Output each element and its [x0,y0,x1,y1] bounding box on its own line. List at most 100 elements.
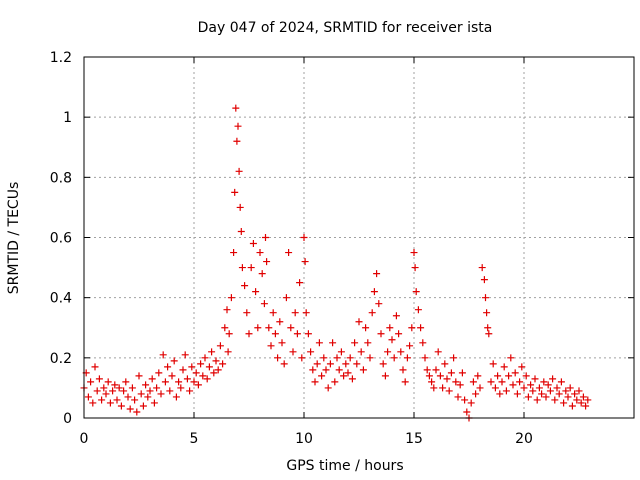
data-point [142,381,150,389]
data-point [386,324,394,332]
data-point [179,366,187,374]
data-point [461,396,469,404]
data-point [210,369,218,377]
data-point [192,369,200,377]
data-point [234,122,242,130]
data-point [414,306,422,314]
data-point [518,363,526,371]
data-point [527,381,535,389]
y-tick-label: 0.2 [50,351,72,367]
data-point [498,378,506,386]
data-point [375,300,383,308]
data-point [181,351,189,359]
data-point [472,390,480,398]
data-point [95,375,103,383]
data-point [252,288,260,296]
chart-title: Day 047 of 2024, SRMTID for receiver ist… [198,20,493,36]
data-point [168,372,176,380]
data-point [100,384,108,392]
data-point [557,378,565,386]
data-point [522,372,530,380]
data-point [155,369,163,377]
y-tick-label: 1.2 [50,50,72,66]
data-point [224,348,232,356]
data-point [346,354,354,362]
x-tick-label: 5 [190,431,199,447]
data-point [373,270,381,278]
data-point [370,288,378,296]
data-point [233,137,241,145]
data-point [232,104,240,112]
data-point [245,330,253,338]
data-point [282,294,290,302]
data-point [287,324,295,332]
data-point [485,330,493,338]
data-point [91,363,99,371]
data-point [425,372,433,380]
data-point [388,336,396,344]
axis-ticks: 0 0.2 0.4 0.6 0.8 1 1.2 0 5 10 15 20 [50,50,634,447]
data-point [454,393,462,401]
data-point [502,387,510,395]
data-point [326,360,334,368]
data-point [84,393,92,401]
data-point [208,348,216,356]
data-point [216,342,224,350]
data-point [428,378,436,386]
data-point [262,234,269,241]
data-point [120,387,128,395]
x-tick-label: 10 [295,431,313,447]
data-point [412,288,420,296]
data-point [555,390,563,398]
data-point [157,390,165,398]
data-point [379,360,387,368]
data-point [89,399,97,407]
data-point [456,381,464,389]
data-point [384,348,392,356]
data-point [291,309,299,317]
data-point [505,372,513,380]
data-point [411,264,419,272]
data-point [247,264,255,272]
data-point [124,393,132,401]
data-point [549,375,557,383]
data-point [249,240,257,248]
data-point [423,366,431,374]
data-point [566,384,574,392]
x-axis-title: GPS time / hours [286,458,403,474]
data-point [188,363,196,371]
data-point [320,354,328,362]
data-point [144,393,152,401]
data-point [159,351,167,359]
data-point [577,399,585,407]
data-point [237,227,245,235]
y-axis-title: SRMTID / TECUs [6,182,22,295]
data-point [183,375,191,383]
data-point [263,258,271,266]
data-point [318,372,326,380]
data-point [201,354,209,362]
data-point [553,384,561,392]
data-point [322,366,330,374]
data-point [170,357,178,365]
data-point [469,378,477,386]
data-point [480,276,488,284]
data-point [256,249,264,257]
data-point [368,309,376,317]
x-tick-label: 15 [405,431,423,447]
data-point [564,393,572,401]
data-point [364,339,372,347]
data-point [403,354,411,362]
data-points [80,104,592,422]
data-point [524,393,532,401]
data-point [513,390,521,398]
x-tick-label: 0 [80,431,89,447]
data-point [307,348,315,356]
data-point [153,384,161,392]
data-point [520,384,528,392]
data-point [406,342,414,350]
data-point [366,354,374,362]
data-point [434,348,442,356]
data-point [377,330,385,338]
data-point [491,384,499,392]
